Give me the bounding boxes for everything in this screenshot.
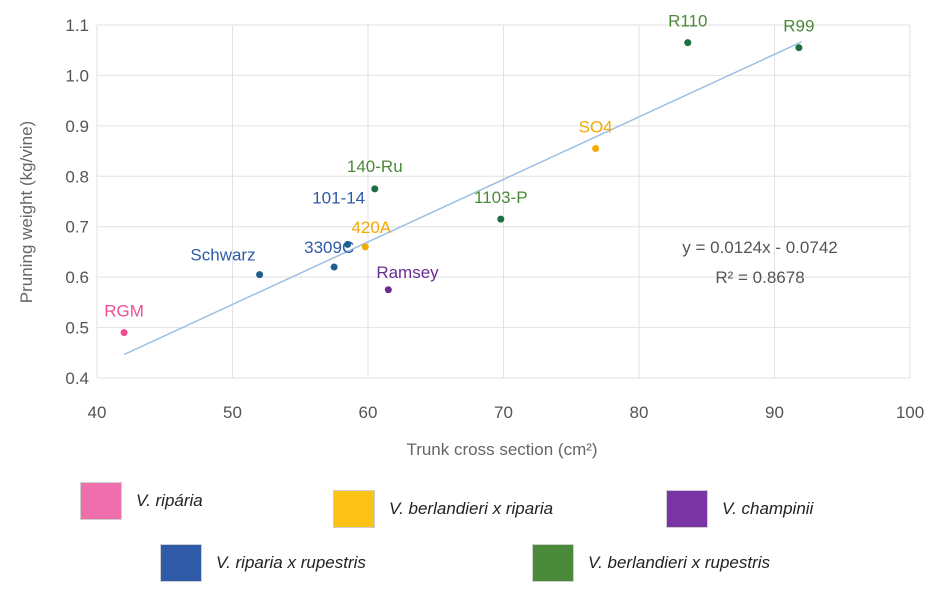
data-point [384,286,392,294]
trend-equation: y = 0.0124x - 0.0742 [682,238,837,257]
data-point [592,145,600,153]
data-point [256,271,264,279]
legend-label: V. ripária [136,491,203,510]
legend-swatch [80,482,122,520]
legend-label: V. berlandieri x riparia [389,499,554,518]
x-tick-label: 60 [359,403,378,422]
legend-item-v-berlandieri-x-riparia: V. berlandieri x riparia [333,490,553,528]
data-label: R99 [783,17,814,36]
data-points: RGM Schwarz 3309C 101-14 420A 140-Ru Ramsey 110… [104,12,814,337]
x-tick-label: 80 [630,403,649,422]
data-label: 1103-P [474,188,528,207]
data-point [344,240,352,248]
y-tick-label: 1.0 [65,66,89,85]
x-axis-title: Trunk cross section (cm²) [406,440,597,459]
legend-item-v-berlandieri-x-rupestris: V. berlandieri x rupestris [532,544,770,582]
y-axis-title: Pruning weight (kg/vine) [17,121,36,303]
legend-label: V. champinii [722,499,814,518]
data-label: RGM [104,302,144,321]
data-label: Schwarz [190,246,255,265]
y-tick-labels: 0.4 0.5 0.6 0.7 0.8 0.9 1.0 1.1 [65,16,89,388]
data-point [684,39,692,47]
data-point [497,215,505,223]
r-squared: R² = 0.8678 [715,268,804,287]
legend-label: V. riparia x rupestris [216,553,366,572]
legend-item-v-riparia-x-rupestris: V. riparia x rupestris [160,544,366,582]
legend-swatch [532,544,574,582]
gridlines [96,24,911,379]
data-label: Ramsey [376,263,439,282]
x-tick-labels: 40 50 60 70 80 90 100 [88,403,925,422]
data-label: 3309C [304,238,354,257]
data-label: 140-Ru [347,157,403,176]
data-label: SO4 [579,118,613,137]
x-tick-label: 70 [494,403,513,422]
trendline [123,41,802,356]
data-point [371,185,379,193]
legend-swatch [666,490,708,528]
y-tick-label: 0.4 [65,369,89,388]
legend-item-v-champinii: V. champinii [666,490,813,528]
y-tick-label: 1.1 [65,16,89,35]
data-point [120,329,128,337]
scatter-chart: 0.4 0.5 0.6 0.7 0.8 0.9 1.0 1.1 40 50 60 70 80 90 100… [17,12,925,459]
x-tick-label: 100 [896,403,924,422]
legend-label: V. berlandieri x rupestris [588,553,771,572]
legend-swatch [333,490,375,528]
y-tick-label: 0.7 [65,218,89,237]
y-tick-label: 0.5 [65,319,89,338]
y-tick-label: 0.6 [65,268,89,287]
y-tick-label: 0.9 [65,117,89,136]
x-tick-label: 40 [88,403,107,422]
data-label: 420A [351,218,391,237]
data-point [330,263,338,271]
data-label: 101-14 [312,188,365,207]
x-tick-label: 90 [765,403,784,422]
x-tick-label: 50 [223,403,242,422]
data-point [795,44,803,52]
y-tick-label: 0.8 [65,167,89,186]
data-label: R110 [668,12,707,31]
data-point [361,243,369,251]
legend-item-v-riparia: V. ripária [80,482,203,520]
legend-swatch [160,544,202,582]
